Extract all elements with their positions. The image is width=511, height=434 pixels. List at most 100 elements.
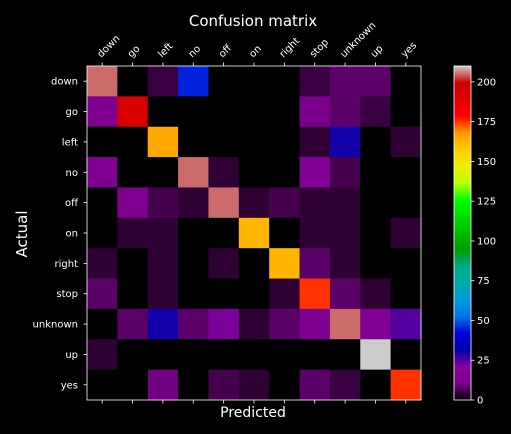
heatmap-cell: [178, 126, 209, 158]
y-tick-label: up: [65, 350, 78, 361]
colorbar-gradient: [453, 65, 472, 401]
heatmap-cell: [329, 339, 361, 371]
heatmap-cell: [117, 187, 149, 219]
heatmap-cell: [329, 217, 361, 249]
y-axis-label: Actual: [13, 211, 31, 258]
heatmap-cell: [178, 278, 209, 310]
heatmap-cell: [360, 308, 392, 340]
heatmap-cell: [329, 126, 361, 158]
heatmap-cell: [329, 96, 361, 128]
y-tick-labels: down go left no off on right stop unknown up yes: [33, 77, 87, 391]
heatmap-cell: [360, 248, 392, 279]
y-tick-label: left: [62, 137, 78, 148]
colorbar-tick-label: 125: [477, 197, 496, 208]
heatmap-cell: [87, 369, 118, 401]
heatmap-cell: [147, 339, 179, 371]
heatmap-cell: [360, 126, 392, 158]
heatmap-cell: [117, 278, 149, 310]
heatmap-cell: [329, 278, 361, 310]
heatmap-cell: [390, 278, 422, 310]
heatmap-cell: [269, 157, 300, 188]
heatmap-cell: [87, 187, 118, 219]
heatmap-cell: [299, 248, 331, 279]
heatmap-cell: [329, 66, 361, 97]
heatmap-cell: [299, 369, 331, 401]
y-tick-label: off: [65, 198, 79, 209]
heatmap-cell: [87, 278, 118, 310]
colorbar-tick-label: 0: [477, 396, 483, 407]
heatmap-cell: [147, 217, 179, 249]
heatmap-cell: [147, 187, 179, 219]
heatmap-cell: [329, 369, 361, 401]
heatmap-frame: [86, 65, 422, 401]
heatmap-cell: [390, 308, 422, 340]
heatmap-cell: [147, 369, 179, 401]
y-tick-label: no: [66, 168, 78, 179]
heatmap-cell: [208, 187, 240, 219]
heatmap-cell: [360, 96, 392, 128]
heatmap-cell: [208, 217, 240, 249]
heatmap-cell: [178, 308, 209, 340]
colorbar-tick-label: 25: [477, 356, 490, 367]
heatmap-cell: [390, 217, 422, 249]
heatmap-cell: [390, 66, 422, 97]
heatmap-cell: [147, 66, 179, 97]
heatmap-cell: [178, 339, 209, 371]
heatmap-cell: [178, 217, 209, 249]
heatmap-cell: [299, 96, 331, 128]
heatmap-cell: [269, 308, 300, 340]
heatmap-cell: [329, 187, 361, 219]
heatmap-cell: [178, 66, 209, 97]
heatmap-cell: [147, 308, 179, 340]
heatmap-cell: [208, 308, 240, 340]
heatmap-cell: [87, 126, 118, 158]
heatmap-cell: [208, 96, 240, 128]
y-tick-label: yes: [61, 380, 78, 391]
heatmap-cell: [299, 339, 331, 371]
heatmap-cells: [87, 66, 422, 401]
heatmap-cell: [238, 126, 270, 158]
heatmap-cell: [299, 66, 331, 97]
heatmap-cell: [390, 96, 422, 128]
heatmap-cell: [87, 217, 118, 249]
heatmap-cell: [329, 248, 361, 279]
heatmap-cell: [390, 369, 422, 401]
heatmap-cell: [117, 96, 149, 128]
colorbar-tick-label: 100: [477, 236, 496, 247]
heatmap-cell: [238, 308, 270, 340]
heatmap-cell: [208, 126, 240, 158]
colorbar-tick-label: 75: [477, 276, 490, 287]
colorbar-tick-label: 50: [477, 316, 490, 327]
heatmap-cell: [269, 126, 300, 158]
heatmap-cell: [299, 308, 331, 340]
heatmap-cell: [178, 369, 209, 401]
heatmap-cell: [208, 157, 240, 188]
y-tick-label: stop: [56, 289, 78, 300]
x-axis-label: Predicted: [220, 405, 286, 421]
heatmap-cell: [87, 248, 118, 279]
heatmap-cell: [299, 217, 331, 249]
heatmap-cell: [269, 187, 300, 219]
heatmap-cell: [238, 278, 270, 310]
heatmap-cell: [147, 126, 179, 158]
heatmap-cell: [117, 126, 149, 158]
heatmap-cell: [269, 369, 300, 401]
heatmap-cell: [87, 339, 118, 371]
heatmap-cell: [117, 369, 149, 401]
heatmap-cell: [269, 66, 300, 97]
heatmap-cell: [178, 248, 209, 279]
heatmap-cell: [178, 96, 209, 128]
heatmap-cell: [360, 217, 392, 249]
heatmap-cell: [87, 96, 118, 128]
heatmap-cell: [208, 339, 240, 371]
heatmap-cell: [269, 217, 300, 249]
y-tick-label: go: [66, 107, 78, 118]
heatmap-cell: [360, 339, 392, 371]
colorbar-tick-label: 150: [477, 157, 496, 168]
colorbar-tick-label: 175: [477, 117, 496, 128]
heatmap-cell: [147, 278, 179, 310]
heatmap-cell: [360, 369, 392, 401]
heatmap-cell: [329, 157, 361, 188]
heatmap-cell: [147, 248, 179, 279]
